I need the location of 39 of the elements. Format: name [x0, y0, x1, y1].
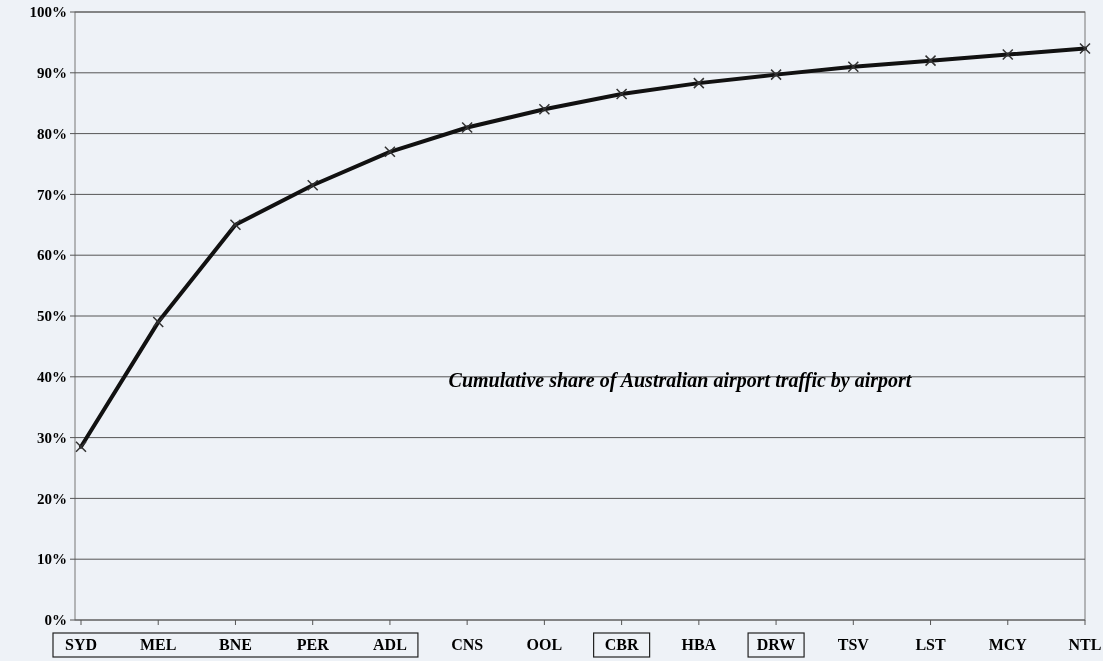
point [693, 77, 705, 89]
point [1079, 42, 1091, 55]
y-tick-label: 10% [37, 551, 67, 568]
x-tick-label: CBR [604, 636, 639, 653]
x-tick-label: BNE [219, 636, 252, 653]
point [306, 179, 319, 192]
point [615, 88, 628, 100]
annotation: Cumulative share of Australian airport traffic by airport [448, 369, 913, 392]
point [538, 103, 551, 116]
x-tick-label: OOL [526, 636, 563, 653]
y-tick-label: 20% [37, 490, 67, 507]
y-tick-label: 90% [37, 65, 67, 82]
point [384, 146, 396, 158]
point [847, 60, 860, 73]
point [229, 219, 242, 231]
y-tick-label: 70% [37, 186, 67, 203]
x-tick-label: MCY [988, 636, 1028, 653]
x-tick-label: MEL [140, 636, 177, 653]
x-tick-label: PER [296, 636, 330, 653]
x-tick-label: CNS [451, 636, 484, 653]
x-tick-label: LST [915, 636, 946, 653]
x-tick-label: HBA [681, 636, 717, 653]
x-tick-label: NTL [1068, 636, 1102, 653]
y-tick-label: 30% [37, 429, 67, 446]
y-tick-label: 60% [37, 247, 67, 264]
point [924, 54, 937, 67]
y-tick-label: 100% [29, 4, 67, 21]
x-tick-label: TSV [837, 636, 870, 653]
y-tick-label: 50% [37, 308, 67, 325]
x-tick-label: ADL [373, 636, 407, 653]
point [461, 121, 473, 134]
x-tick-label: SYD [64, 636, 98, 653]
y-tick-label: 40% [37, 369, 67, 386]
y-tick-label: 80% [37, 125, 67, 142]
point [1002, 48, 1014, 61]
y-tick-label: 0% [44, 612, 67, 629]
point [770, 68, 782, 81]
point [152, 316, 164, 328]
x-tick-label: DRW [756, 636, 796, 653]
